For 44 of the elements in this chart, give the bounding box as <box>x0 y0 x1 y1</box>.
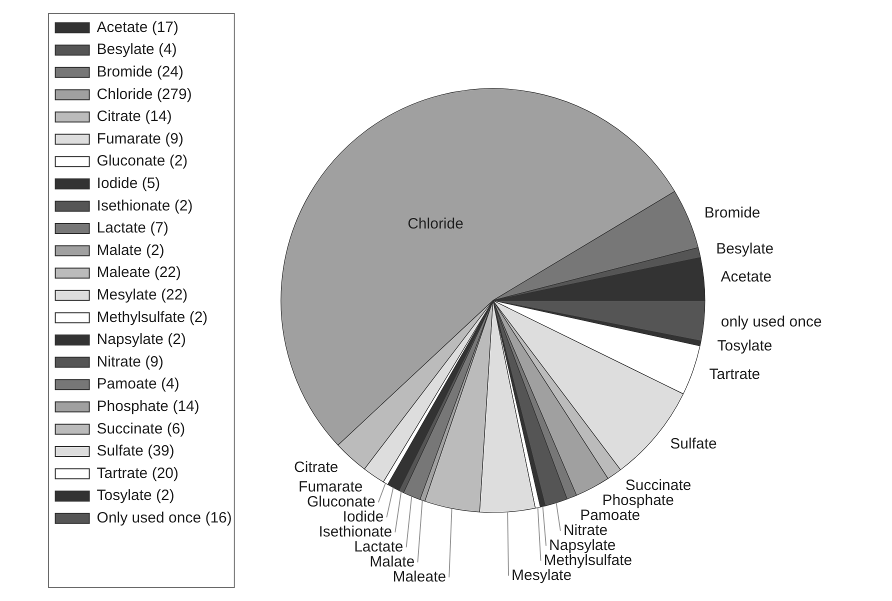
text: Acetate <box>720 268 772 286</box>
legend-label: Gluconate (2) <box>96 152 188 170</box>
text: Tosylate <box>717 337 772 354</box>
legend-label: Isethionate (2) <box>96 197 193 214</box>
text: Mesylate <box>512 566 572 584</box>
text: Napsylate <box>549 536 616 554</box>
text: Lactate <box>354 538 404 556</box>
text: Iodide <box>342 508 384 526</box>
legend-label: Tosylate (2) <box>96 487 174 504</box>
legend-label: Malate (2) <box>96 242 164 259</box>
legend-label: Only used once (16) <box>96 510 232 527</box>
legend-label: Besylate (4) <box>96 41 177 58</box>
legend-label: Iodide (5) <box>96 175 160 192</box>
legend-label: Mesylate (22) <box>96 286 188 304</box>
text: Fumarate <box>298 478 363 496</box>
text: Tartrate <box>709 366 760 384</box>
text: Chloride <box>408 215 464 232</box>
text: Malate <box>370 553 415 570</box>
legend-label: Succinate (6) <box>96 420 186 438</box>
text: Phosphate <box>602 492 674 509</box>
text: Besylate <box>716 240 774 258</box>
legend-label: Acetate (17) <box>96 18 179 36</box>
text: Maleate <box>392 568 446 586</box>
legend-label: Citrate (14) <box>96 108 172 126</box>
legend-label: Napsylate (2) <box>96 331 186 348</box>
legend-label: Maleate (22) <box>96 264 182 282</box>
text: Nitrate <box>563 522 608 539</box>
legend-label: Pamoate (4) <box>96 376 180 393</box>
text: only used once <box>720 313 822 330</box>
text: Citrate <box>294 459 338 476</box>
text: Bromide <box>704 204 760 222</box>
legend-label: Nitrate (9) <box>96 353 164 370</box>
text: Sulfate <box>670 436 717 453</box>
text: Isethionate <box>318 523 392 540</box>
legend-label: Methylsulfate (2) <box>96 308 208 326</box>
legend-label: Bromide (24) <box>96 64 184 81</box>
legend-label: Fumarate (9) <box>96 130 184 148</box>
text: Gluconate <box>306 493 376 510</box>
legend-label: Chloride (279) <box>96 86 192 103</box>
legend-label: Sulfate (39) <box>96 442 174 460</box>
legend-label: Lactate (7) <box>96 220 169 237</box>
text: Succinate <box>625 476 692 494</box>
legend-label: Tartrate (20) <box>96 464 179 482</box>
legend-label: Phosphate (14) <box>96 398 200 416</box>
